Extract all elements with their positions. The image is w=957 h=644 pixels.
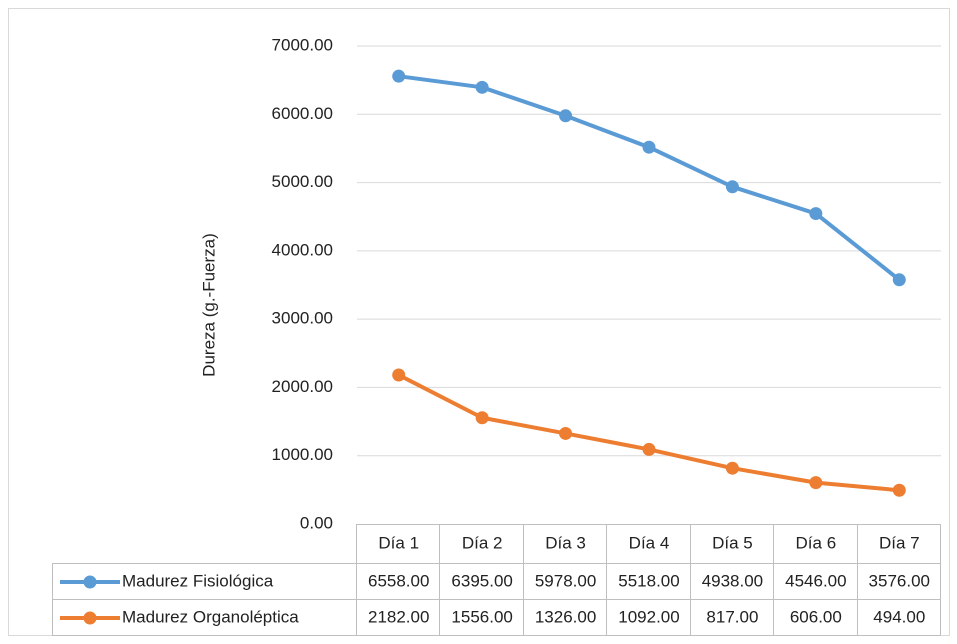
- y-tick-label: 4000.00: [272, 240, 333, 259]
- y-tick-label: 7000.00: [272, 35, 333, 54]
- legend-marker: [83, 575, 97, 589]
- table-value: 4546.00: [785, 571, 846, 590]
- table-value: 3576.00: [869, 571, 930, 590]
- table-value: 6558.00: [368, 571, 429, 590]
- data-point: [392, 368, 406, 382]
- x-tick-label: Día 3: [545, 533, 586, 552]
- data-point: [559, 426, 573, 440]
- table-value: 1092.00: [618, 607, 679, 626]
- data-point: [642, 442, 656, 456]
- legend-marker: [83, 611, 97, 625]
- table-value: 817.00: [706, 607, 758, 626]
- chart-border: [8, 8, 950, 636]
- y-tick-label: 3000.00: [272, 309, 333, 328]
- legend-label: Madurez Fisiológica: [122, 571, 274, 590]
- data-point: [559, 109, 573, 123]
- x-tick-label: Día 5: [712, 533, 753, 552]
- table-value: 5978.00: [535, 571, 596, 590]
- x-tick-label: Día 2: [462, 533, 503, 552]
- data-point: [725, 180, 739, 194]
- x-tick-label: Día 7: [879, 533, 920, 552]
- table-value: 1326.00: [535, 607, 596, 626]
- y-tick-label: 6000.00: [272, 104, 333, 123]
- table-value: 494.00: [873, 607, 925, 626]
- y-tick-label: 5000.00: [272, 172, 333, 191]
- table-value: 2182.00: [368, 607, 429, 626]
- data-point: [642, 140, 656, 154]
- legend-label: Madurez Organoléptica: [122, 607, 299, 626]
- data-point: [892, 483, 906, 497]
- x-tick-label: Día 6: [796, 533, 837, 552]
- table-value: 6395.00: [451, 571, 512, 590]
- y-tick-label: 2000.00: [272, 377, 333, 396]
- data-point: [475, 411, 489, 425]
- table-value: 4938.00: [702, 571, 763, 590]
- data-point: [809, 476, 823, 490]
- x-tick-label: Día 1: [378, 533, 419, 552]
- x-tick-label: Día 4: [629, 533, 670, 552]
- y-tick-label: 0.00: [300, 513, 333, 532]
- table-value: 606.00: [790, 607, 842, 626]
- y-tick-label: 1000.00: [272, 445, 333, 464]
- data-point: [892, 273, 906, 287]
- data-point: [725, 461, 739, 475]
- table-value: 1556.00: [451, 607, 512, 626]
- y-axis-title: Dureza (g.-Fuerza): [199, 233, 218, 377]
- data-point: [475, 80, 489, 94]
- table-value: 5518.00: [618, 571, 679, 590]
- data-point: [809, 207, 823, 221]
- data-point: [392, 69, 406, 83]
